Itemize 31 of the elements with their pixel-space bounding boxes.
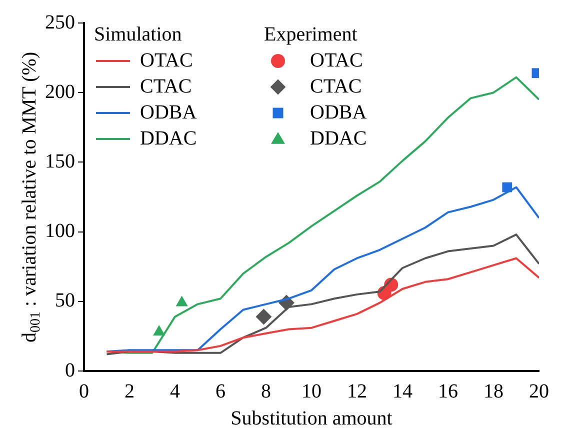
x-tick-label: 10 (302, 380, 322, 402)
annotation: Simulation (94, 23, 182, 46)
y-tick-label: 200 (45, 80, 75, 103)
legend-label: CTAC (310, 75, 362, 98)
x-axis-title: Substitution amount (230, 407, 393, 430)
point (256, 308, 272, 325)
x-tick-label: 2 (124, 380, 134, 402)
legend-label: ODBA (310, 101, 368, 124)
x-tick-label: 20 (529, 380, 549, 402)
legend-label: DDAC (140, 127, 197, 150)
x-tick-label: 16 (438, 380, 458, 402)
legend-label: ODBA (140, 101, 198, 124)
x-tick-label: 18 (484, 380, 504, 402)
y-tick-label: 250 (45, 11, 75, 34)
x-tick-label: 8 (261, 380, 271, 402)
annotation: Experiment (264, 23, 358, 46)
x-tick-label: 4 (170, 380, 180, 402)
legend-label: CTAC (140, 75, 192, 98)
y-tick-label: 100 (45, 220, 75, 242)
point (153, 325, 166, 336)
legend-label: OTAC (140, 49, 193, 72)
x-tick-label: 0 (79, 380, 89, 402)
y-tick-label: 50 (55, 290, 75, 312)
legend-label: OTAC (310, 49, 363, 72)
x-tick-label: 14 (392, 380, 412, 402)
legend-label: DDAC (310, 127, 367, 150)
x-tick-label: 6 (216, 380, 226, 402)
y-tick-label: 150 (45, 150, 75, 172)
x-tick-label: 12 (347, 380, 367, 402)
y-axis-title: d001 : variation relative to MMT (%) (18, 52, 44, 342)
y-tick-label: 0 (65, 359, 75, 382)
